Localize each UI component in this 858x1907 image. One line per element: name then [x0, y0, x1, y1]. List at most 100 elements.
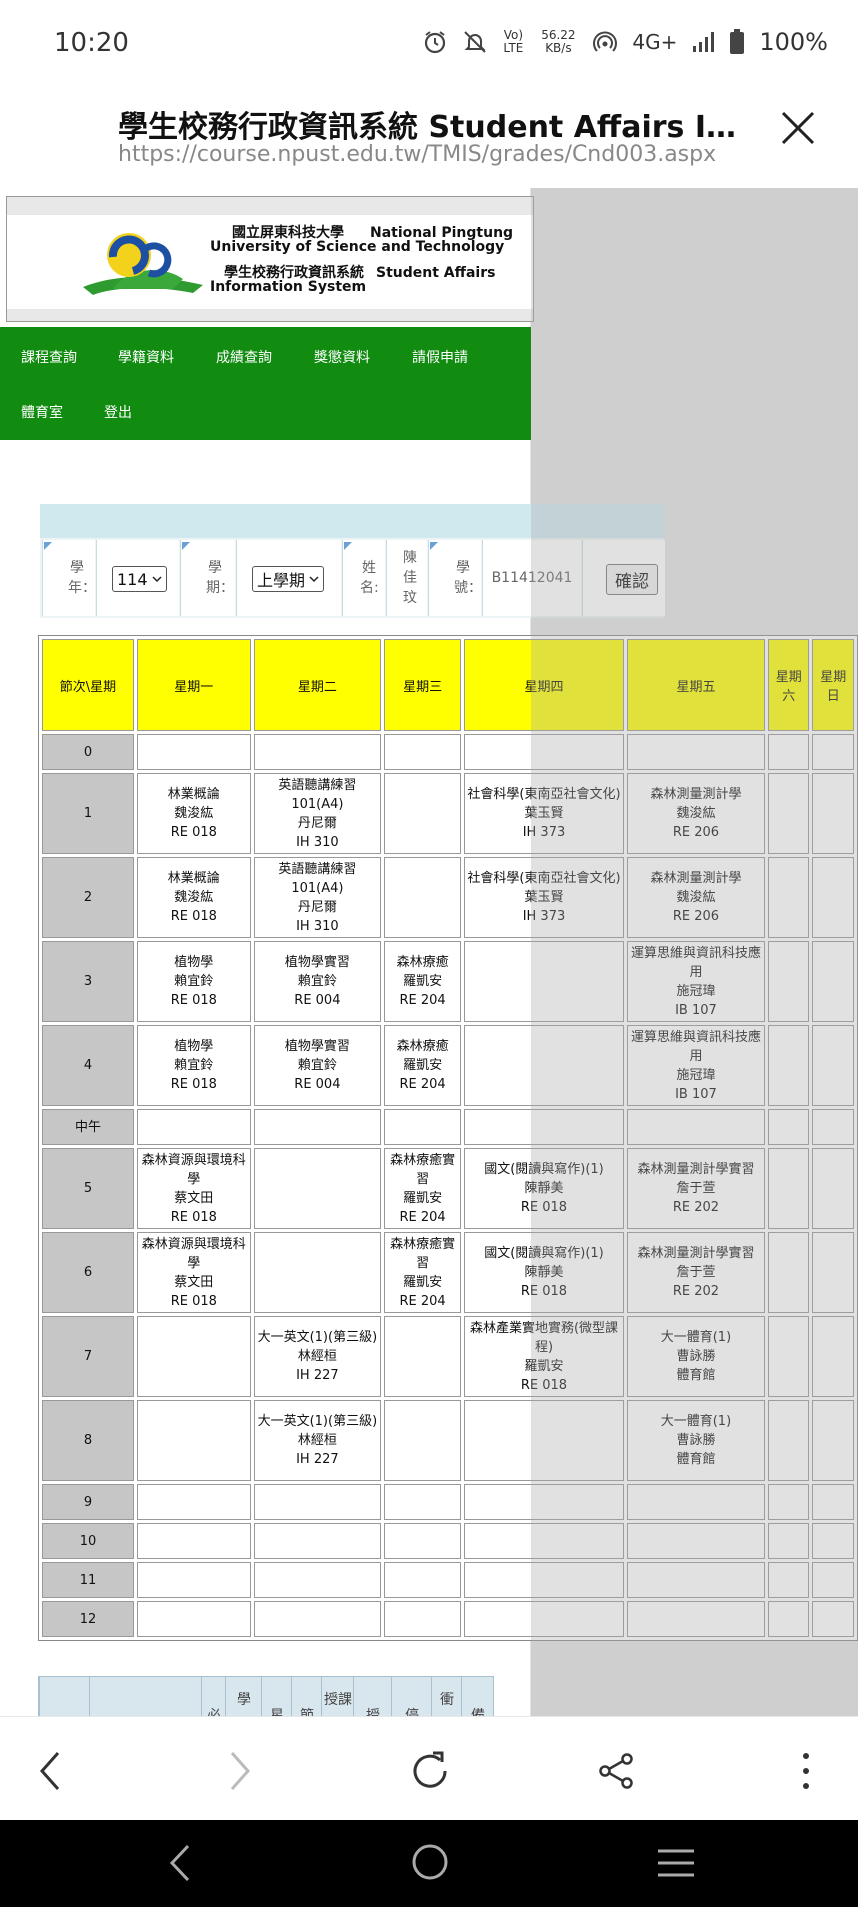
course-cell[interactable]: 森林測量測計學 魏浚紘 RE 206: [626, 857, 765, 938]
battery-percent: 100%: [759, 28, 828, 56]
schedule-row: 8 大一英文(1)(第三級) 林經桓 IH 227 大一體育(1) 曹詠勝 體育館: [42, 1400, 854, 1481]
empty-cell: [137, 734, 251, 770]
course-cell[interactable]: 森林療癒實習 羅凱安 RE 204: [384, 1232, 462, 1313]
close-icon[interactable]: [780, 110, 816, 146]
course-cell[interactable]: 大一體育(1) 曹詠勝 體育館: [626, 1316, 765, 1397]
empty-cell: [812, 1400, 854, 1481]
empty-cell: [384, 1523, 462, 1559]
empty-cell: [464, 1109, 624, 1145]
course-cell[interactable]: 林業概論 魏浚紘 RE 018: [137, 857, 251, 938]
empty-cell: [253, 1148, 382, 1229]
banner-system-zh: 學生校務行政資訊系統: [224, 265, 364, 281]
course-cell[interactable]: 國文(閱讀與寫作)(1) 陳靜美 RE 018: [464, 1148, 624, 1229]
status-time: 10:20: [54, 28, 129, 58]
period-cell: 1: [42, 773, 134, 854]
empty-cell: [253, 734, 382, 770]
course-cell[interactable]: 國文(閱讀與寫作)(1) 陳靜美 RE 018: [464, 1232, 624, 1313]
empty-cell: [253, 1562, 382, 1598]
course-cell[interactable]: 植物學實習 賴宜鈴 RE 004: [253, 1025, 382, 1106]
schedule-row: 11: [42, 1562, 854, 1598]
system-back-icon[interactable]: [168, 1844, 192, 1882]
course-cell[interactable]: 運算思維與資訊科技應用 施冠瑋 IB 107: [626, 1025, 765, 1106]
course-cell[interactable]: 森林療癒 羅凱安 RE 204: [384, 941, 462, 1022]
term-value: 上學期: [257, 571, 306, 590]
course-cell[interactable]: 森林測量測計學實習 詹于萱 RE 202: [626, 1148, 765, 1229]
nav-student-record[interactable]: 學籍資料: [118, 350, 174, 366]
course-cell[interactable]: 英語聽講練習101(A4) 丹尼爾 IH 310: [253, 857, 382, 938]
course-cell[interactable]: 林業概論 魏浚紘 RE 018: [137, 773, 251, 854]
empty-cell: [767, 1109, 810, 1145]
forward-icon[interactable]: [228, 1751, 252, 1791]
empty-cell: [464, 1484, 624, 1520]
course-list-header-cell: 流水: [39, 1677, 90, 1716]
course-list-header-cell: 節: [291, 1677, 322, 1716]
chevron-down-icon: [152, 575, 162, 582]
course-cell[interactable]: 大一英文(1)(第三級) 林經桓 IH 227: [253, 1316, 382, 1397]
period-cell: 11: [42, 1562, 134, 1598]
year-value: 114: [117, 569, 148, 589]
nav-leave-request[interactable]: 請假申請: [412, 350, 468, 366]
empty-cell: [767, 1484, 810, 1520]
empty-cell: [384, 734, 462, 770]
course-cell[interactable]: 植物學 賴宜鈴 RE 018: [137, 1025, 251, 1106]
empty-cell: [767, 773, 810, 854]
web-content: 國立屏東科技大學 National Pingtung University of …: [0, 188, 858, 1716]
course-cell[interactable]: 社會科學(東南亞社會文化) 葉玉賢 IH 373: [464, 773, 624, 854]
nav-rewards[interactable]: 獎懲資料: [314, 350, 370, 366]
course-cell[interactable]: 森林資源與環境科學 蔡文田 RE 018: [137, 1232, 251, 1313]
nav-sports-office[interactable]: 體育室: [21, 405, 63, 421]
course-list-header-cell: 學: [225, 1677, 262, 1716]
term-select[interactable]: 上學期: [252, 566, 325, 592]
course-cell[interactable]: 社會科學(東南亞社會文化) 葉玉賢 IH 373: [464, 857, 624, 938]
confirm-button[interactable]: 確認: [606, 564, 658, 595]
empty-cell: [767, 1523, 810, 1559]
nav-logout[interactable]: 登出: [104, 405, 132, 421]
course-cell[interactable]: 運算思維與資訊科技應用 施冠瑋 IB 107: [626, 941, 765, 1022]
id-value: B11412041: [491, 570, 573, 586]
course-cell[interactable]: 森林測量測計學 魏浚紘 RE 206: [626, 773, 765, 854]
empty-cell: [812, 941, 854, 1022]
empty-cell: [812, 1316, 854, 1397]
back-icon[interactable]: [38, 1751, 62, 1791]
course-cell[interactable]: 大一英文(1)(第三級) 林經桓 IH 227: [253, 1400, 382, 1481]
school-banner: 國立屏東科技大學 National Pingtung University of …: [6, 196, 534, 322]
nav-grade-query[interactable]: 成績查詢: [216, 350, 272, 366]
nav-course-query[interactable]: 課程查詢: [21, 350, 77, 366]
page-title: 學生校務行政資訊系統 Student Affairs Info...: [118, 110, 738, 145]
course-cell[interactable]: 植物學 賴宜鈴 RE 018: [137, 941, 251, 1022]
page-url[interactable]: https://course.npust.edu.tw/TMIS/grades/…: [118, 142, 717, 167]
chevron-down-icon: [309, 575, 319, 582]
empty-cell: [464, 734, 624, 770]
system-home-icon[interactable]: [410, 1842, 450, 1882]
course-cell[interactable]: 植物學實習 賴宜鈴 RE 004: [253, 941, 382, 1022]
schedule-row: 1 林業概論 魏浚紘 RE 018 英語聽講練習101(A4) 丹尼爾 IH 310…: [42, 773, 854, 854]
course-cell[interactable]: 大一體育(1) 曹詠勝 體育館: [626, 1400, 765, 1481]
course-cell[interactable]: 森林療癒實習 羅凱安 RE 204: [384, 1148, 462, 1229]
more-icon[interactable]: [800, 1751, 812, 1791]
empty-cell: [384, 1316, 462, 1397]
period-cell: 9: [42, 1484, 134, 1520]
system-recents-icon[interactable]: [656, 1848, 696, 1878]
course-cell[interactable]: 森林資源與環境科學 蔡文田 RE 018: [137, 1148, 251, 1229]
course-list-header-cell: 星: [261, 1677, 292, 1716]
empty-cell: [253, 1109, 382, 1145]
empty-cell: [767, 1316, 810, 1397]
period-cell: 3: [42, 941, 134, 1022]
header-weekday: 星期二: [253, 639, 382, 731]
empty-cell: [767, 941, 810, 1022]
reload-icon[interactable]: [408, 1749, 452, 1793]
course-cell[interactable]: 森林療癒 羅凱安 RE 204: [384, 1025, 462, 1106]
empty-cell: [812, 1562, 854, 1598]
form-header: [40, 504, 664, 538]
banner-system-en2: Information System: [210, 279, 367, 295]
year-select[interactable]: 114: [112, 566, 167, 592]
name-label: 姓名:: [360, 560, 379, 596]
share-icon[interactable]: [596, 1751, 636, 1791]
empty-cell: [767, 1148, 810, 1229]
course-cell[interactable]: 森林產業實地實務(微型課程) 羅凱安 RE 018: [464, 1316, 624, 1397]
course-cell[interactable]: 英語聽講練習101(A4) 丹尼爾 IH 310: [253, 773, 382, 854]
empty-cell: [137, 1484, 251, 1520]
empty-cell: [384, 773, 462, 854]
course-cell[interactable]: 森林測量測計學實習 詹于萱 RE 202: [626, 1232, 765, 1313]
header-weekday: 星期四: [464, 639, 624, 731]
